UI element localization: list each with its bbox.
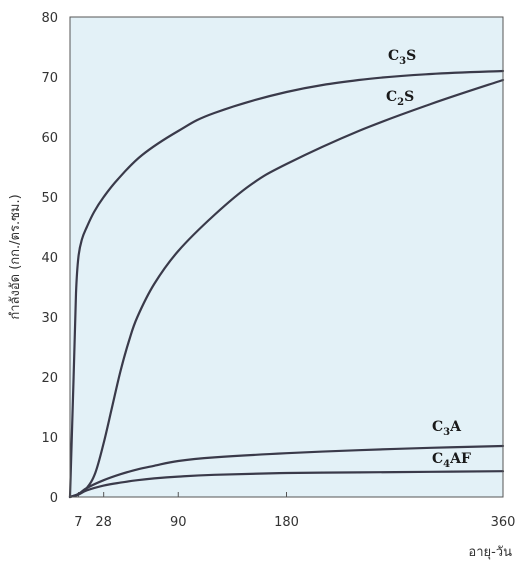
y-tick-label: 40 (41, 251, 58, 266)
x-tick-labels: 7 28 90 180 360 (74, 515, 515, 530)
series-line-c4af (68, 470, 505, 499)
plot-frame (69, 16, 504, 498)
x-tick-label: 180 (274, 515, 299, 530)
y-tick-label: 0 (50, 491, 58, 506)
series-label-c3a: C3A (432, 419, 462, 438)
x-axis-title: อายุ-วัน (468, 545, 512, 560)
y-tick-label: 50 (41, 191, 58, 206)
x-tick-label: 360 (491, 515, 516, 530)
series-lines (68, 69, 505, 499)
y-tick-labels: 0 10 20 30 40 50 60 70 80 (41, 11, 58, 506)
series-line-c3a (68, 444, 505, 499)
x-tick-label: 90 (170, 515, 187, 530)
y-tick-label: 30 (41, 311, 58, 326)
y-axis-title: กำลังอัด (กก./ตร.ซม.) (8, 194, 23, 319)
series-line-c3s (68, 69, 505, 499)
x-tick-label: 28 (95, 515, 112, 530)
y-tick-label: 20 (41, 371, 58, 386)
x-tick-label: 7 (74, 515, 82, 530)
series-line-c2s (68, 78, 505, 499)
y-tick-label: 70 (41, 71, 58, 86)
series-label-c4af: C4AF (432, 451, 471, 470)
series-labels: C3S C2S C3A C4AF (386, 48, 471, 470)
y-tick-label: 60 (41, 131, 58, 146)
series-label-c2s: C2S (386, 89, 414, 108)
y-tick-label: 80 (41, 11, 58, 26)
series-label-c3s: C3S (388, 48, 416, 67)
plot-background (70, 17, 503, 497)
y-tick-label: 10 (41, 431, 58, 446)
